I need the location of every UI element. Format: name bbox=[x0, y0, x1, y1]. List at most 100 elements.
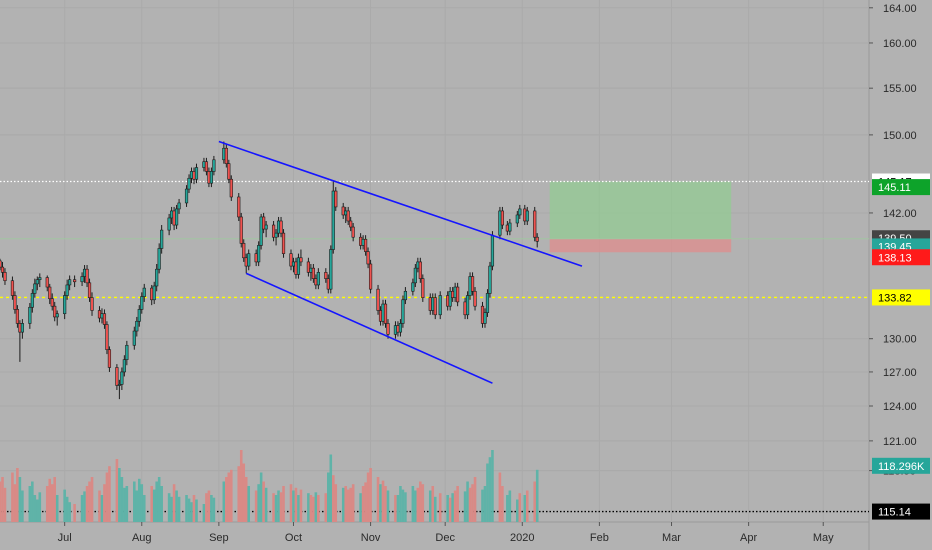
price-badge bbox=[872, 457, 930, 474]
volume-bar bbox=[259, 472, 263, 522]
candle-body bbox=[160, 229, 164, 249]
candle-body bbox=[142, 287, 146, 297]
candle-body bbox=[299, 257, 303, 263]
candle-body bbox=[132, 330, 136, 346]
candle-body bbox=[368, 263, 373, 290]
volume-bar bbox=[155, 481, 158, 522]
volume-bar bbox=[150, 486, 154, 522]
candle-body bbox=[177, 202, 181, 210]
volume-bar bbox=[90, 477, 94, 522]
candle-body bbox=[473, 290, 477, 307]
volume-bar bbox=[125, 486, 129, 522]
candle-body bbox=[15, 309, 20, 324]
candle-body bbox=[135, 320, 139, 332]
volume-bar bbox=[103, 484, 106, 522]
candle-body bbox=[386, 323, 390, 335]
volume-bar bbox=[18, 477, 22, 522]
candle-body bbox=[48, 286, 52, 300]
price-badge-label: 145.11 bbox=[878, 182, 911, 194]
candle-body bbox=[364, 238, 368, 252]
candle-body bbox=[33, 283, 37, 294]
volume-bar bbox=[508, 490, 512, 522]
volume-bar bbox=[473, 477, 477, 522]
candle-body bbox=[470, 276, 475, 292]
volume-bar bbox=[404, 492, 407, 522]
candle-body bbox=[433, 297, 437, 316]
volume-bar bbox=[299, 489, 303, 522]
candle-body bbox=[488, 265, 492, 294]
candle-body bbox=[73, 279, 77, 283]
price-badge bbox=[872, 503, 930, 520]
volume-bar bbox=[533, 481, 537, 522]
candle-body bbox=[224, 147, 228, 164]
volume-bar bbox=[379, 484, 382, 522]
volume-bar bbox=[282, 486, 285, 522]
volume-bar bbox=[167, 493, 171, 522]
volume-bar bbox=[501, 486, 504, 522]
candle-body bbox=[80, 276, 84, 283]
volume-bar bbox=[123, 487, 126, 522]
candle-body bbox=[274, 232, 278, 238]
y-tick-label: 124.00 bbox=[883, 401, 917, 413]
volume-bar bbox=[483, 486, 487, 522]
candle-body bbox=[102, 313, 107, 325]
candle-body bbox=[311, 267, 315, 279]
volume-bar bbox=[329, 454, 333, 522]
x-tick-label: Apr bbox=[740, 532, 757, 544]
candle-body bbox=[403, 290, 407, 301]
candle-body bbox=[107, 349, 112, 368]
candle-body bbox=[0, 266, 5, 273]
volume-bar bbox=[369, 468, 372, 522]
volume-bar bbox=[384, 486, 387, 522]
candle-body bbox=[35, 279, 39, 285]
candle-body bbox=[508, 222, 512, 232]
volume-bar bbox=[349, 487, 352, 522]
candle-body bbox=[346, 210, 350, 222]
volume-bar bbox=[486, 463, 489, 522]
volume-bar bbox=[1, 477, 4, 522]
candle-body bbox=[401, 299, 405, 324]
candle-body bbox=[122, 359, 126, 373]
volume-bar bbox=[431, 486, 435, 522]
volume-bar bbox=[518, 493, 522, 522]
volume-bar bbox=[451, 493, 454, 522]
volume-bar bbox=[0, 481, 2, 522]
candle-body bbox=[184, 188, 189, 204]
candle-body bbox=[140, 296, 144, 310]
volume-bar bbox=[292, 490, 295, 522]
volume-bar bbox=[448, 497, 452, 522]
candle-body bbox=[53, 305, 57, 318]
volume-bar bbox=[190, 502, 193, 522]
volume-bar bbox=[324, 493, 328, 522]
volume-bar bbox=[222, 481, 226, 522]
candle-body bbox=[257, 245, 261, 263]
candle-body bbox=[167, 217, 171, 231]
volume-bar bbox=[359, 493, 362, 522]
candle-body bbox=[212, 159, 216, 172]
candle-body bbox=[264, 224, 268, 230]
candle-body bbox=[105, 324, 109, 350]
candle-body bbox=[174, 208, 179, 226]
volume-bar bbox=[498, 472, 502, 522]
candle-body bbox=[65, 284, 69, 296]
volume-bar bbox=[3, 487, 7, 522]
y-tick-label: 160.00 bbox=[883, 38, 917, 50]
volume-bar bbox=[456, 486, 459, 522]
volume-bar bbox=[506, 495, 509, 522]
volume-bar bbox=[307, 493, 310, 522]
candle-body bbox=[85, 268, 89, 284]
candle-body bbox=[289, 253, 293, 267]
x-tick-label: Aug bbox=[132, 532, 152, 544]
volume-bar bbox=[361, 486, 365, 522]
x-tick-label: Dec bbox=[435, 532, 455, 544]
volume-bar bbox=[312, 496, 315, 522]
volume-bar bbox=[481, 489, 484, 522]
candle-body bbox=[279, 220, 283, 234]
volume-bar bbox=[344, 486, 348, 522]
volume-bar bbox=[453, 490, 457, 522]
candle-body bbox=[120, 371, 124, 385]
volume-bar bbox=[170, 496, 173, 522]
